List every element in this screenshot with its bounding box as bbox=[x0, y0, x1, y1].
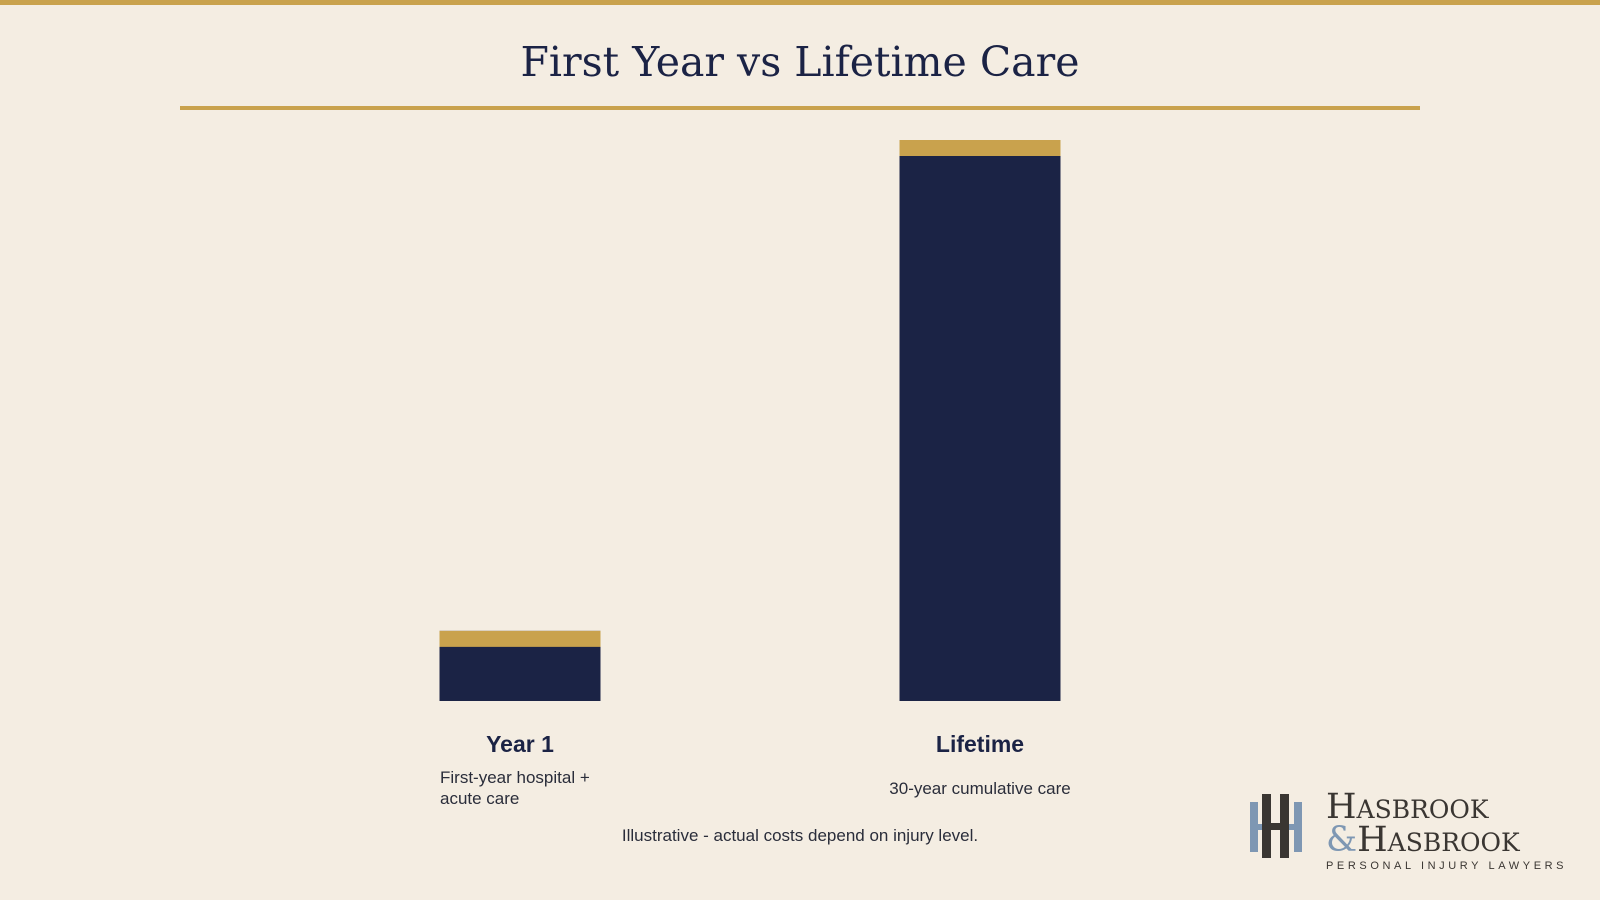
bar-chart bbox=[439, 140, 1061, 701]
bar-cap-lifetime bbox=[899, 140, 1061, 156]
firm-logo: Hasbrook &Hasbrook PERSONAL INJURY LAWYE… bbox=[1248, 787, 1578, 872]
title-underline bbox=[180, 106, 1420, 110]
logo-line-1: Hasbrook bbox=[1326, 787, 1489, 827]
category-description-lifetime: 30-year cumulative care bbox=[889, 779, 1071, 798]
logo-tagline: PERSONAL INJURY LAWYERS bbox=[1326, 860, 1568, 872]
footnote: Illustrative - actual costs depend on in… bbox=[621, 826, 979, 845]
category-description-year-1: First-year hospital + acute care bbox=[440, 768, 590, 808]
category-label-lifetime: Lifetime bbox=[935, 731, 1025, 757]
bar-lifetime bbox=[899, 140, 1061, 701]
top-accent-rule bbox=[0, 0, 1600, 5]
hh-monogram-icon bbox=[1250, 794, 1302, 858]
chart-title: First Year vs Lifetime Care bbox=[520, 38, 1080, 86]
category-label-year-1: Year 1 bbox=[486, 731, 554, 757]
logo-line-2: &Hasbrook bbox=[1326, 820, 1520, 860]
bar-cap-year-1 bbox=[439, 630, 601, 647]
logo-ampersand: & bbox=[1326, 820, 1358, 860]
